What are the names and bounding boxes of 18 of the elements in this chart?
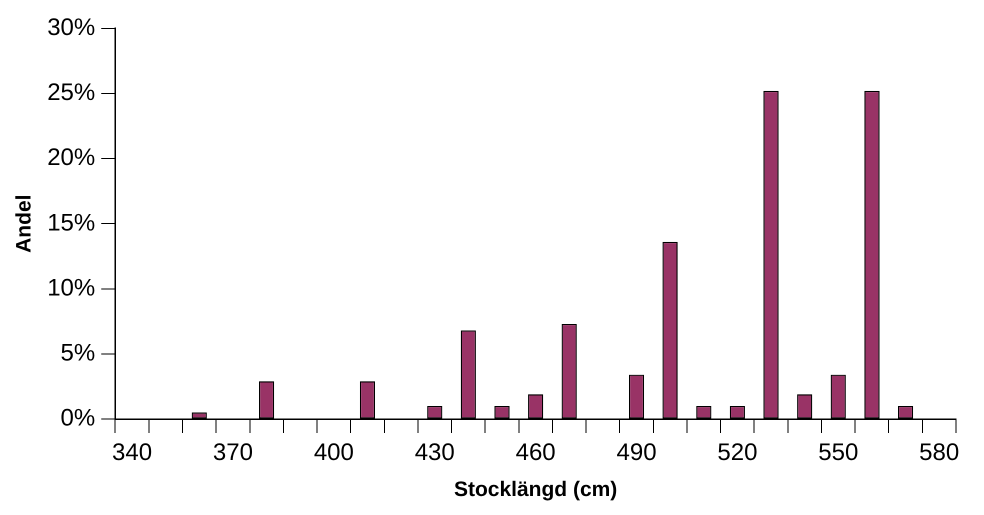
x-tick-label: 520 <box>717 439 758 466</box>
x-tick-label: 490 <box>616 439 657 466</box>
y-tick-label: 25% <box>47 79 96 106</box>
y-axis-title: Andel <box>12 194 36 253</box>
x-tick-label: 430 <box>414 439 455 466</box>
y-tick-label: 10% <box>47 274 96 302</box>
y-tick-label: 30% <box>47 14 96 42</box>
y-tick-label: 0% <box>60 404 96 432</box>
y-tick-label: 20% <box>47 144 96 172</box>
x-tick-label: 460 <box>516 439 556 466</box>
x-tick-label: 550 <box>818 439 858 466</box>
x-tick-label: 580 <box>919 439 960 466</box>
y-tick-label: 5% <box>60 340 96 367</box>
x-tick-label: 340 <box>112 439 152 466</box>
y-tick-label: 15% <box>47 209 96 236</box>
x-axis-title: Stocklängd (cm) <box>454 478 618 502</box>
x-tick-label: 400 <box>314 439 354 466</box>
x-tick-label: 370 <box>212 439 253 466</box>
